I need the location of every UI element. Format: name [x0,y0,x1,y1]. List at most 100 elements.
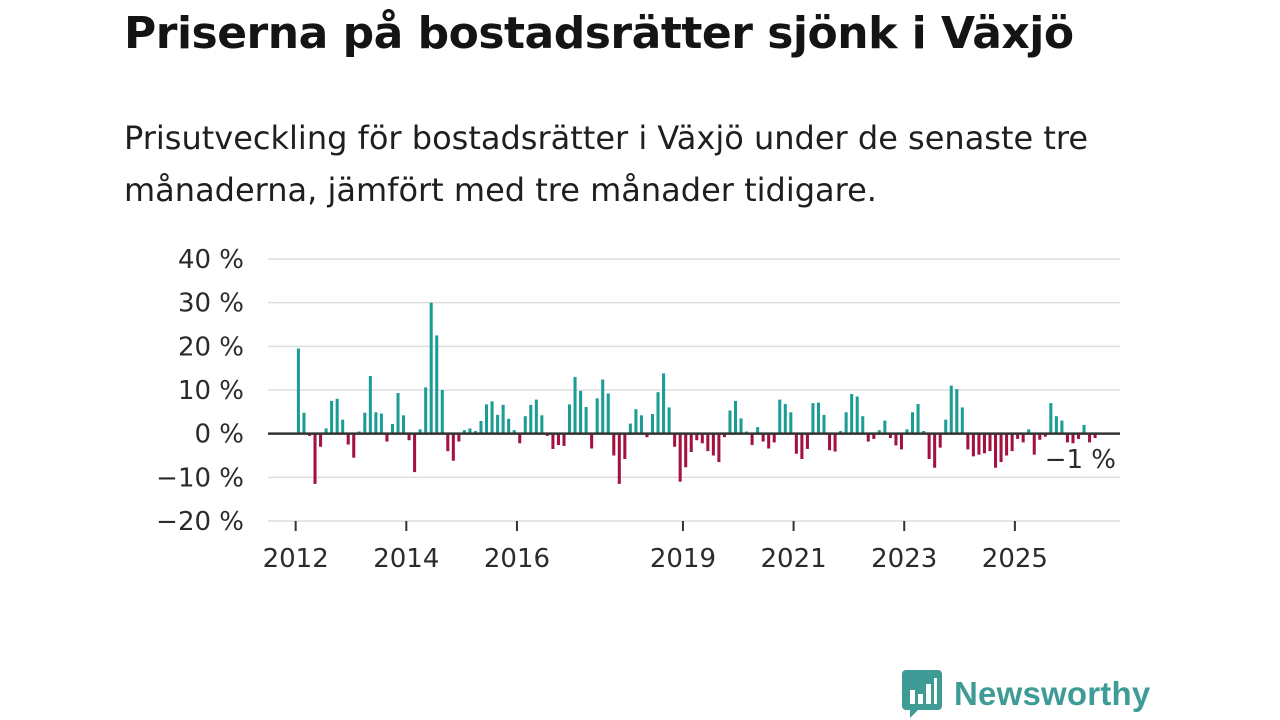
bar [662,373,666,434]
bar [612,433,616,456]
bar [861,416,865,434]
bar [446,433,450,452]
bar [855,396,859,434]
bar [1049,403,1053,434]
bar [490,401,494,434]
bar [899,433,903,450]
bar [667,407,671,434]
bar [717,433,721,463]
bar [822,414,826,434]
bar [313,433,317,484]
bar [916,403,920,434]
bar [379,413,383,434]
bar [407,433,411,441]
bar [955,389,959,434]
bar [435,335,439,434]
bar [816,402,821,434]
bar [479,421,483,434]
newsworthy-logo-icon [902,670,942,718]
bar [579,390,583,434]
y-tick-label: −10 % [156,463,244,493]
bar [529,404,533,434]
bar [623,433,627,459]
x-tick-label: 2012 [263,544,329,574]
bar [396,393,400,434]
bar [1038,433,1042,440]
bar [833,433,837,452]
bar [429,302,433,434]
bar [1060,420,1064,434]
bar [1054,416,1058,434]
bar [601,379,605,434]
y-tick-label: 40 % [178,245,244,275]
bar [368,376,372,434]
x-tick-label: 2019 [650,544,716,574]
bar [733,400,738,434]
bar [706,433,710,452]
bar [512,430,516,434]
bar [756,427,760,434]
bar [844,412,848,434]
bar [999,433,1003,463]
bar [722,433,726,438]
bar [1016,433,1020,439]
bar [1010,433,1014,452]
bar [424,387,428,434]
bar [977,433,981,455]
bar [363,412,367,434]
bar [883,420,887,434]
bar [485,404,489,434]
bar [468,428,472,434]
bar [385,433,389,442]
bar [739,418,743,434]
y-tick-label: −20 % [156,507,244,537]
bar [783,403,787,434]
bar [319,433,323,447]
bar [800,433,804,459]
bar [1071,433,1075,444]
bar [922,431,926,434]
bar [866,433,870,442]
bar [645,433,649,438]
chart-subtitle: Prisutveckling för bostadsrätter i Växjö… [124,119,1089,209]
bar [473,431,477,434]
bar [390,424,395,434]
bar [993,433,998,468]
bar [684,433,688,468]
bar [828,433,832,451]
bar [324,428,328,434]
bar [982,433,986,454]
bar [1093,433,1097,439]
newsworthy-logo[interactable]: Newsworthy [902,670,1150,718]
bar [1088,433,1092,443]
bar [639,415,643,434]
bar [462,430,466,434]
bar [811,403,815,434]
bar [1027,429,1031,434]
bar [551,433,555,449]
bar [507,418,511,434]
bar [595,398,599,434]
bar [728,410,732,434]
bar [374,412,378,434]
bar [805,433,809,449]
y-tick-label: 30 % [178,289,244,319]
bar [617,433,621,484]
bar [567,404,572,434]
bar [330,400,334,434]
bar [750,433,754,446]
bar [673,433,677,447]
bar [540,415,544,434]
bar [944,419,948,434]
bar [518,433,522,444]
bar [562,433,566,446]
last-value-label: −1 % [1045,445,1116,475]
bar [872,433,876,439]
bar [794,433,798,454]
bar [971,433,975,457]
x-tick-label: 2021 [760,544,826,574]
bar [888,433,892,439]
bar [302,412,306,434]
bar [346,433,350,445]
